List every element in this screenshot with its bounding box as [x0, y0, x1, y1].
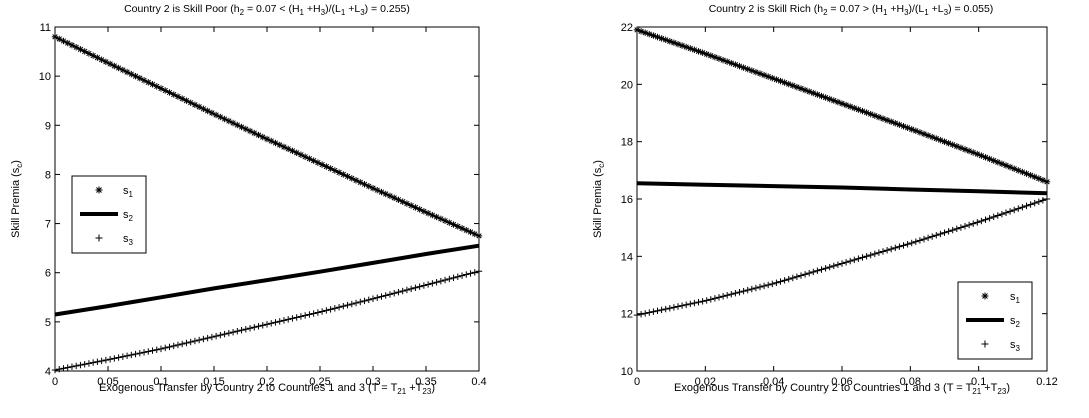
series-markers-s3 [633, 195, 1051, 319]
series-line-s2 [54, 243, 480, 317]
chart-right-legend-label-s1: s1 [1010, 291, 1021, 305]
x-tick-label: 0.25 [309, 376, 330, 388]
y-tick-label: 22 [621, 22, 633, 34]
chart-right-x-ticks: 0 0.02 0.04 0.06 0.08 0.1 0.12 [634, 27, 1058, 388]
chart-left-legend-label-s2: s2 [123, 209, 134, 223]
x-tick-label: 0.3 [365, 376, 380, 388]
chart-right-legend-label-s2: s2 [1010, 315, 1021, 329]
series-s2 [54, 243, 480, 317]
y-tick-label: 14 [621, 251, 633, 263]
chart-left-x-ticks: 0 0.05 0.1 0.15 0.2 0.25 0.3 0.35 0.4 [52, 27, 487, 388]
series-s3 [633, 195, 1051, 319]
y-tick-label: 20 [621, 79, 633, 91]
series-s1 [633, 26, 1051, 185]
chart-right-legend-marker-s1 [981, 292, 989, 300]
series-s3 [51, 268, 483, 374]
y-tick-label: 9 [45, 120, 51, 132]
y-tick-label: 8 [45, 169, 51, 181]
y-tick-label: 16 [621, 194, 633, 206]
x-tick-label: 0 [634, 376, 640, 388]
y-tick-label: 6 [45, 268, 51, 280]
x-tick-label: 0.1 [153, 376, 168, 388]
x-tick-label: 0.2 [259, 376, 274, 388]
x-tick-label: 0 [52, 376, 58, 388]
chart-left-y-ticks: 4 5 6 7 8 9 10 11 [39, 22, 479, 378]
y-tick-label: 11 [40, 22, 51, 34]
chart-right-series [633, 26, 1051, 319]
y-tick-label: 12 [621, 309, 633, 321]
y-tick-label: 18 [621, 137, 633, 149]
y-tick-label: 10 [621, 366, 633, 378]
x-tick-label: 0.08 [900, 376, 921, 388]
chart-right-legend-marker-s3 [981, 340, 989, 348]
series-line-s2 [636, 181, 1048, 196]
chart-right-y-axis-label: Skill Premia (sc) [592, 160, 606, 238]
chart-left-y-axis-label: Skill Premia (sc) [10, 160, 24, 238]
series-s2 [636, 181, 1048, 196]
x-tick-label: 0.15 [203, 376, 224, 388]
x-tick-label: 0.12 [1036, 376, 1057, 388]
chart-left: Country 2 is Skill Poor (h2 = 0.07 < (H1… [10, 3, 487, 396]
y-tick-label: 4 [45, 366, 51, 378]
chart-left-legend-label-s3: s3 [123, 233, 134, 247]
x-tick-label: 0.35 [415, 376, 436, 388]
chart-right-legend: s1 s2 s3 [957, 281, 1033, 360]
chart-left-legend-marker-s1 [95, 186, 103, 194]
chart-left-legend-label-s1: s1 [123, 185, 134, 199]
chart-right-y-ticks: 10 12 14 16 18 20 22 [621, 22, 1047, 378]
chart-right-x-axis-label: Exogenous Transfer by Country 2 to Count… [674, 382, 1010, 396]
x-tick-label: 0.1 [971, 376, 986, 388]
series-markers-s3 [51, 268, 483, 374]
chart-right: Country 2 is Skill Rich (h2 = 0.07 > (H1… [592, 3, 1058, 396]
x-tick-label: 0.4 [471, 376, 486, 388]
chart-left-legend-marker-s3 [95, 234, 103, 242]
series-markers-s1 [633, 26, 1051, 185]
x-tick-label: 0.06 [831, 376, 852, 388]
x-tick-label: 0.04 [763, 376, 784, 388]
chart-left-title: Country 2 is Skill Poor (h2 = 0.07 < (H1… [124, 3, 410, 17]
series-s1 [51, 33, 483, 240]
chart-right-title: Country 2 is Skill Rich (h2 = 0.07 > (H1… [709, 3, 994, 17]
y-tick-label: 10 [39, 71, 51, 83]
x-tick-label: 0.02 [695, 376, 716, 388]
y-tick-label: 5 [45, 317, 51, 329]
y-tick-label: 7 [45, 219, 51, 231]
chart-right-legend-label-s3: s3 [1010, 339, 1021, 353]
chart-left-x-axis-label: Exogenous Transfer by Country 2 to Count… [99, 382, 435, 396]
x-tick-label: 0.05 [97, 376, 118, 388]
chart-left-series [51, 33, 483, 374]
chart-left-legend: s1 s2 s3 [71, 175, 147, 254]
series-markers-s1 [51, 33, 483, 240]
